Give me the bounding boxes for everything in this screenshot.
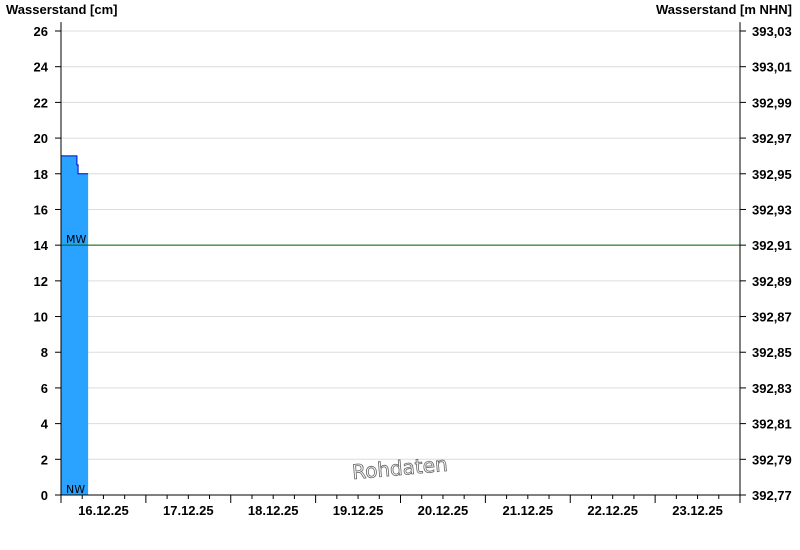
y-tick-label-right: 392,97 — [752, 131, 792, 146]
water-level-area — [61, 155, 89, 495]
y-tick-label-left: 16 — [34, 202, 48, 217]
axes: 0 392,77 2 392,79 4 392,81 6 392,83 8 392,85 10 392… — [34, 22, 792, 518]
y-tick-label-right: 393,03 — [752, 24, 792, 39]
y-tick-label-left: 12 — [34, 274, 48, 289]
y-tick-label-left: 8 — [41, 345, 48, 360]
y-tick-label-left: 4 — [41, 417, 49, 432]
x-tick-label: 17.12.25 — [163, 503, 214, 518]
x-tick-label: 18.12.25 — [248, 503, 299, 518]
y-tick-label-right: 392,83 — [752, 381, 792, 396]
watermark: Rohdaten — [351, 452, 448, 484]
y-tick-label-right: 392,95 — [752, 167, 792, 182]
y-tick-label-right: 392,91 — [752, 238, 792, 253]
y-tick-label-right: 392,81 — [752, 417, 792, 432]
grid — [61, 30, 740, 460]
y-tick-label-left: 26 — [34, 24, 48, 39]
x-tick-label: 23.12.25 — [672, 503, 723, 518]
y-axis-left-label: Wasserstand [cm] — [6, 2, 118, 17]
y-tick-label-right: 392,93 — [752, 202, 792, 217]
y-tick-label-left: 6 — [41, 381, 48, 396]
y-tick-label-right: 393,01 — [752, 60, 792, 75]
y-tick-label-right: 392,87 — [752, 310, 792, 325]
y-tick-label-right: 392,79 — [752, 452, 792, 467]
x-tick-label: 22.12.25 — [587, 503, 638, 518]
y-tick-label-left: 20 — [34, 131, 48, 146]
y-tick-label-left: 14 — [34, 238, 49, 253]
y-axis-right-label: Wasserstand [m NHN] — [656, 2, 792, 17]
x-tick-label: 16.12.25 — [78, 503, 129, 518]
y-tick-label-right: 392,99 — [752, 95, 792, 110]
reference-label-mw: MW — [66, 233, 86, 246]
reference-label-nw: NW — [66, 483, 85, 496]
y-tick-label-left: 24 — [34, 60, 49, 75]
y-tick-label-left: 0 — [41, 488, 48, 503]
y-tick-label-left: 10 — [34, 310, 48, 325]
x-tick-label: 20.12.25 — [418, 503, 469, 518]
y-tick-label-right: 392,85 — [752, 345, 792, 360]
y-tick-label-left: 2 — [41, 452, 48, 467]
x-tick-label: 21.12.25 — [503, 503, 554, 518]
y-tick-label-right: 392,77 — [752, 488, 792, 503]
x-tick-label: 19.12.25 — [333, 503, 384, 518]
y-tick-label-left: 22 — [34, 95, 48, 110]
y-tick-label-left: 18 — [34, 167, 48, 182]
water-level-line — [61, 155, 89, 175]
y-tick-label-right: 392,89 — [752, 274, 792, 289]
